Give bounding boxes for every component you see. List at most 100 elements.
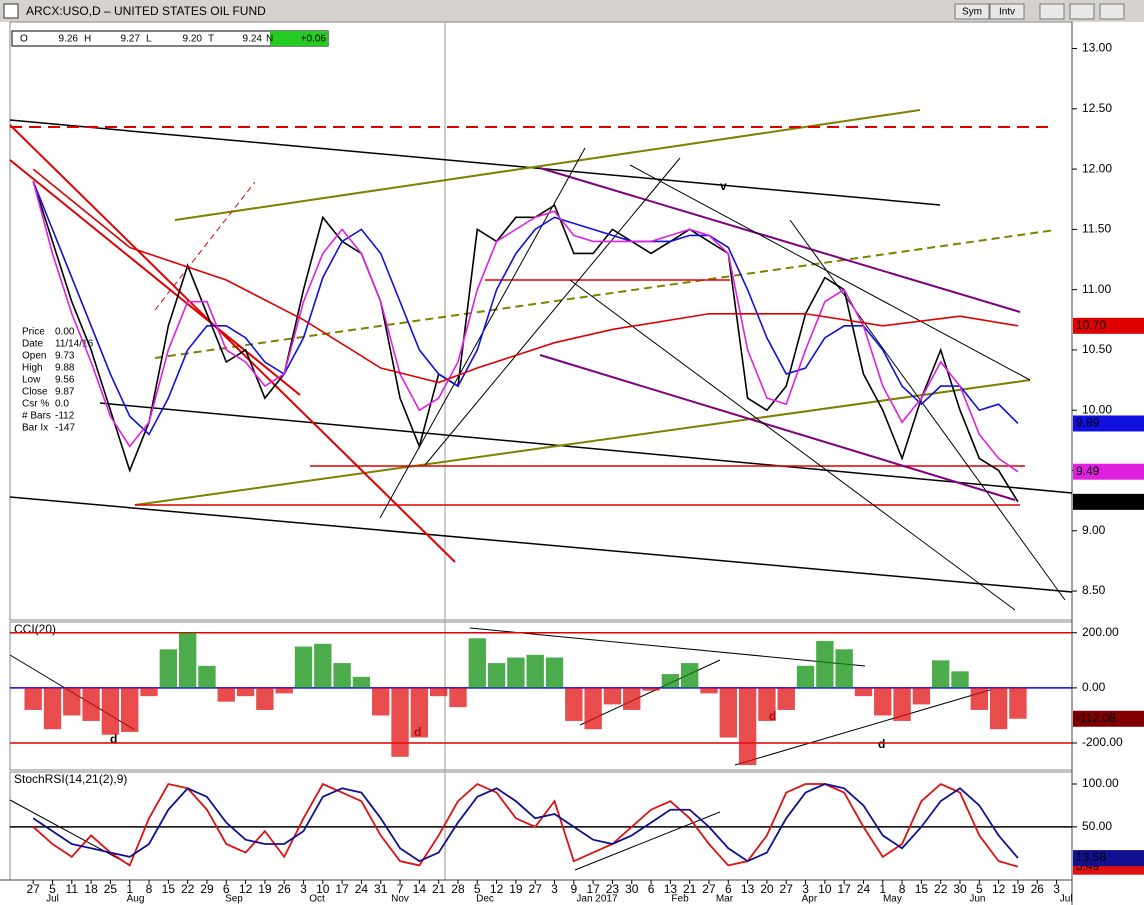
x-tick-label: 22 (181, 882, 195, 896)
info-key: Low (22, 375, 41, 386)
y-tick-label: 0.00 (1082, 680, 1106, 694)
bar (140, 687, 158, 697)
bar (256, 687, 274, 710)
change-box (270, 31, 328, 46)
intv-button-label[interactable]: Intv (999, 7, 1015, 18)
end-label: 9.24 (1076, 494, 1100, 508)
y-tick-label: 10.00 (1082, 402, 1112, 416)
bar (63, 687, 81, 716)
info-value: 0.0 (55, 399, 69, 410)
x-tick-label: 22 (934, 882, 948, 896)
series-line (32, 782, 1019, 868)
y-tick-label: 200.00 (1082, 625, 1119, 639)
x-tick-label: 3 (1053, 882, 1060, 896)
x-tick-label: 13 (664, 882, 678, 896)
x-tick-label: 21 (683, 882, 697, 896)
end-label: 9.49 (1076, 464, 1100, 478)
info-value: -112 (55, 411, 75, 422)
sym-button[interactable] (954, 3, 990, 20)
end-label: 9.89 (1076, 416, 1100, 430)
bar (410, 687, 429, 738)
month-label: Jul (1060, 894, 1073, 905)
close-button[interactable] (1099, 3, 1125, 20)
trend-line (9, 799, 131, 866)
y-tick-label: 11.00 (1082, 282, 1111, 296)
series-line (32, 180, 1019, 503)
month-label: Sep (225, 894, 243, 905)
trend-line (9, 496, 1073, 593)
end-label-box (1073, 415, 1144, 432)
bar (584, 687, 602, 730)
bar (893, 687, 911, 721)
x-tick-label: 3 (551, 882, 558, 896)
trend-line (154, 181, 256, 311)
trend-line (539, 167, 1021, 313)
bar (333, 663, 351, 688)
bar (989, 687, 1008, 730)
info-value: 11/14/16 (55, 339, 94, 350)
x-tick-label: 3 (300, 882, 307, 896)
series-line (32, 180, 1019, 436)
bar (468, 638, 486, 688)
minimize-button[interactable] (1039, 3, 1065, 20)
x-tick-label: 7 (397, 882, 404, 896)
bar (121, 687, 139, 732)
bar (700, 687, 718, 694)
bar (642, 687, 660, 691)
info-box: Price 0.00 Date 11/14/16 Open 9.73 High 9.88 Low… (22, 327, 94, 434)
bar (970, 687, 989, 710)
trend-line (134, 379, 1031, 506)
bar (777, 687, 795, 710)
trend-line (9, 159, 301, 396)
bar (487, 663, 506, 688)
bar (623, 687, 641, 710)
x-tick-label: 17 (837, 882, 851, 896)
x-tick-label: 27 (780, 882, 794, 896)
bar (43, 687, 62, 730)
info-key: Bar Ix (22, 423, 48, 434)
quote-key: H (84, 34, 91, 45)
info-value: 9.88 (55, 363, 75, 374)
bar (159, 649, 178, 688)
quote-value: 9.26 (59, 34, 79, 45)
x-tick-label: 9 (570, 882, 577, 896)
y-tick-label: 12.50 (1082, 101, 1112, 115)
month-label: Nov (391, 894, 409, 905)
x-tick-label: 12 (239, 882, 253, 896)
y-tick-label: 10.50 (1082, 342, 1112, 356)
info-key: Price (22, 327, 45, 338)
bar (661, 674, 680, 688)
intv-button[interactable] (989, 3, 1025, 20)
end-label: 10.70 (1076, 318, 1106, 332)
x-tick-label: 25 (104, 882, 118, 896)
info-value: 9.87 (55, 387, 75, 398)
trend-line (629, 164, 1031, 381)
sym-button-label[interactable]: Sym (962, 7, 982, 18)
trend-line (174, 109, 921, 221)
y-tick-label: -200.00 (1082, 735, 1123, 749)
bar (738, 687, 757, 766)
x-tick-label: 19 (509, 882, 523, 896)
bar (82, 687, 100, 721)
month-label: Aug (127, 894, 145, 905)
bar (603, 687, 622, 705)
month-label: Mar (716, 894, 734, 905)
bar (1009, 687, 1027, 719)
bar (372, 687, 390, 716)
info-key: Open (22, 351, 46, 362)
x-tick-label: 17 (586, 882, 600, 896)
bar (545, 657, 564, 688)
bar (951, 671, 969, 688)
y-tick-label: 13.00 (1082, 41, 1112, 55)
x-tick-label: 1 (879, 882, 886, 896)
end-label-box (1073, 317, 1144, 334)
bar (24, 687, 42, 710)
title-bar (0, 0, 1144, 22)
x-tick-label: 6 (648, 882, 655, 896)
x-tick-label: 3 (802, 882, 809, 896)
bar (198, 665, 216, 688)
maximize-button[interactable] (1069, 3, 1095, 20)
info-key: Date (22, 339, 44, 350)
series-line (32, 180, 1019, 473)
quote-strip: O 9.26 H 9.27 L 9.20 T 9.24 N +0.06 (11, 30, 329, 47)
